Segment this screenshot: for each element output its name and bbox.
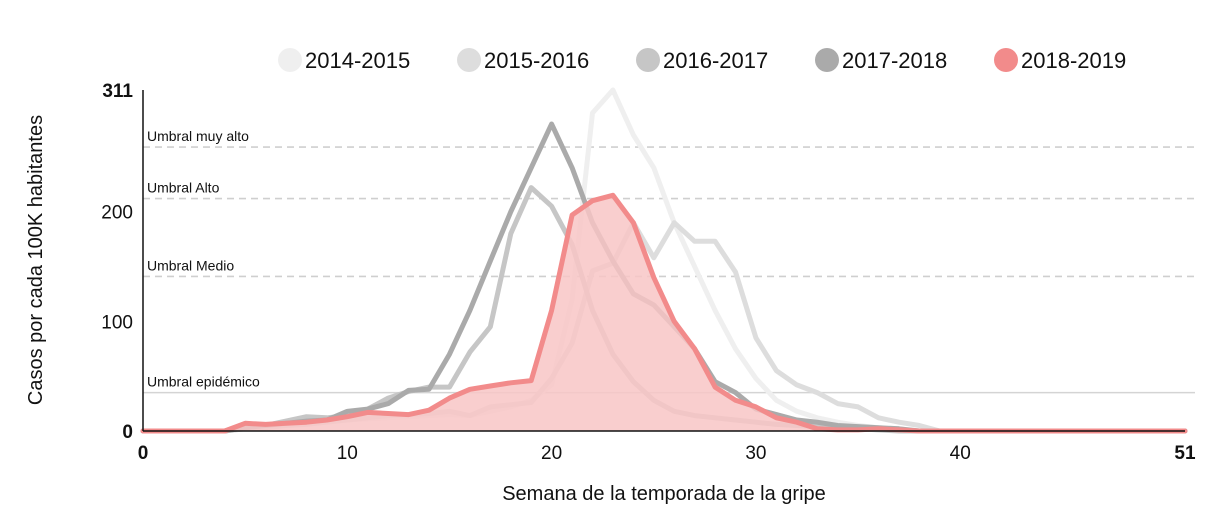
threshold-label: Umbral Alto	[147, 180, 220, 196]
legend-swatch	[636, 48, 660, 72]
threshold-label: Umbral epidémico	[147, 374, 260, 390]
legend-label: 2018-2019	[1021, 48, 1126, 73]
x-tick-label: 10	[337, 443, 358, 464]
x-tick-label: 0	[138, 443, 149, 464]
threshold-lines: Umbral epidémico Umbral Medio Umbral Alto U…	[143, 128, 1195, 394]
legend-swatch	[815, 48, 839, 72]
y-tick-label: 100	[101, 312, 133, 333]
x-tick-labels: 0 10 20 30 40 51	[138, 443, 1196, 464]
y-axis-title: Casos por cada 100K habitantes	[25, 115, 47, 405]
threshold-label: Umbral Medio	[147, 257, 234, 273]
y-tick-label: 200	[101, 203, 133, 224]
y-tick-labels: 0 100 200 311	[101, 81, 133, 443]
x-tick-label: 40	[950, 443, 971, 464]
x-axis-title: Semana de la temporada de la gripe	[502, 483, 826, 505]
axes	[142, 90, 1185, 432]
legend-swatch	[278, 48, 302, 72]
legend-label: 2017-2018	[842, 48, 947, 73]
x-tick-label: 20	[541, 443, 562, 464]
threshold-label: Umbral muy alto	[147, 128, 249, 144]
x-tick-label: 30	[745, 443, 766, 464]
legend-label: 2016-2017	[663, 48, 768, 73]
legend-label: 2015-2016	[484, 48, 589, 73]
y-tick-label: 0	[122, 422, 133, 443]
legend-label: 2014-2015	[305, 48, 410, 73]
y-tick-label: 311	[102, 81, 133, 102]
series-layer	[140, 87, 1188, 434]
legend-swatch	[457, 48, 481, 72]
x-tick-label: 51	[1174, 443, 1196, 464]
series-area	[143, 195, 1185, 431]
legend-swatch	[994, 48, 1018, 72]
chart-legend: 2014-2015 2015-2016 2016-2017 2017-2018 2018…	[278, 48, 1126, 73]
